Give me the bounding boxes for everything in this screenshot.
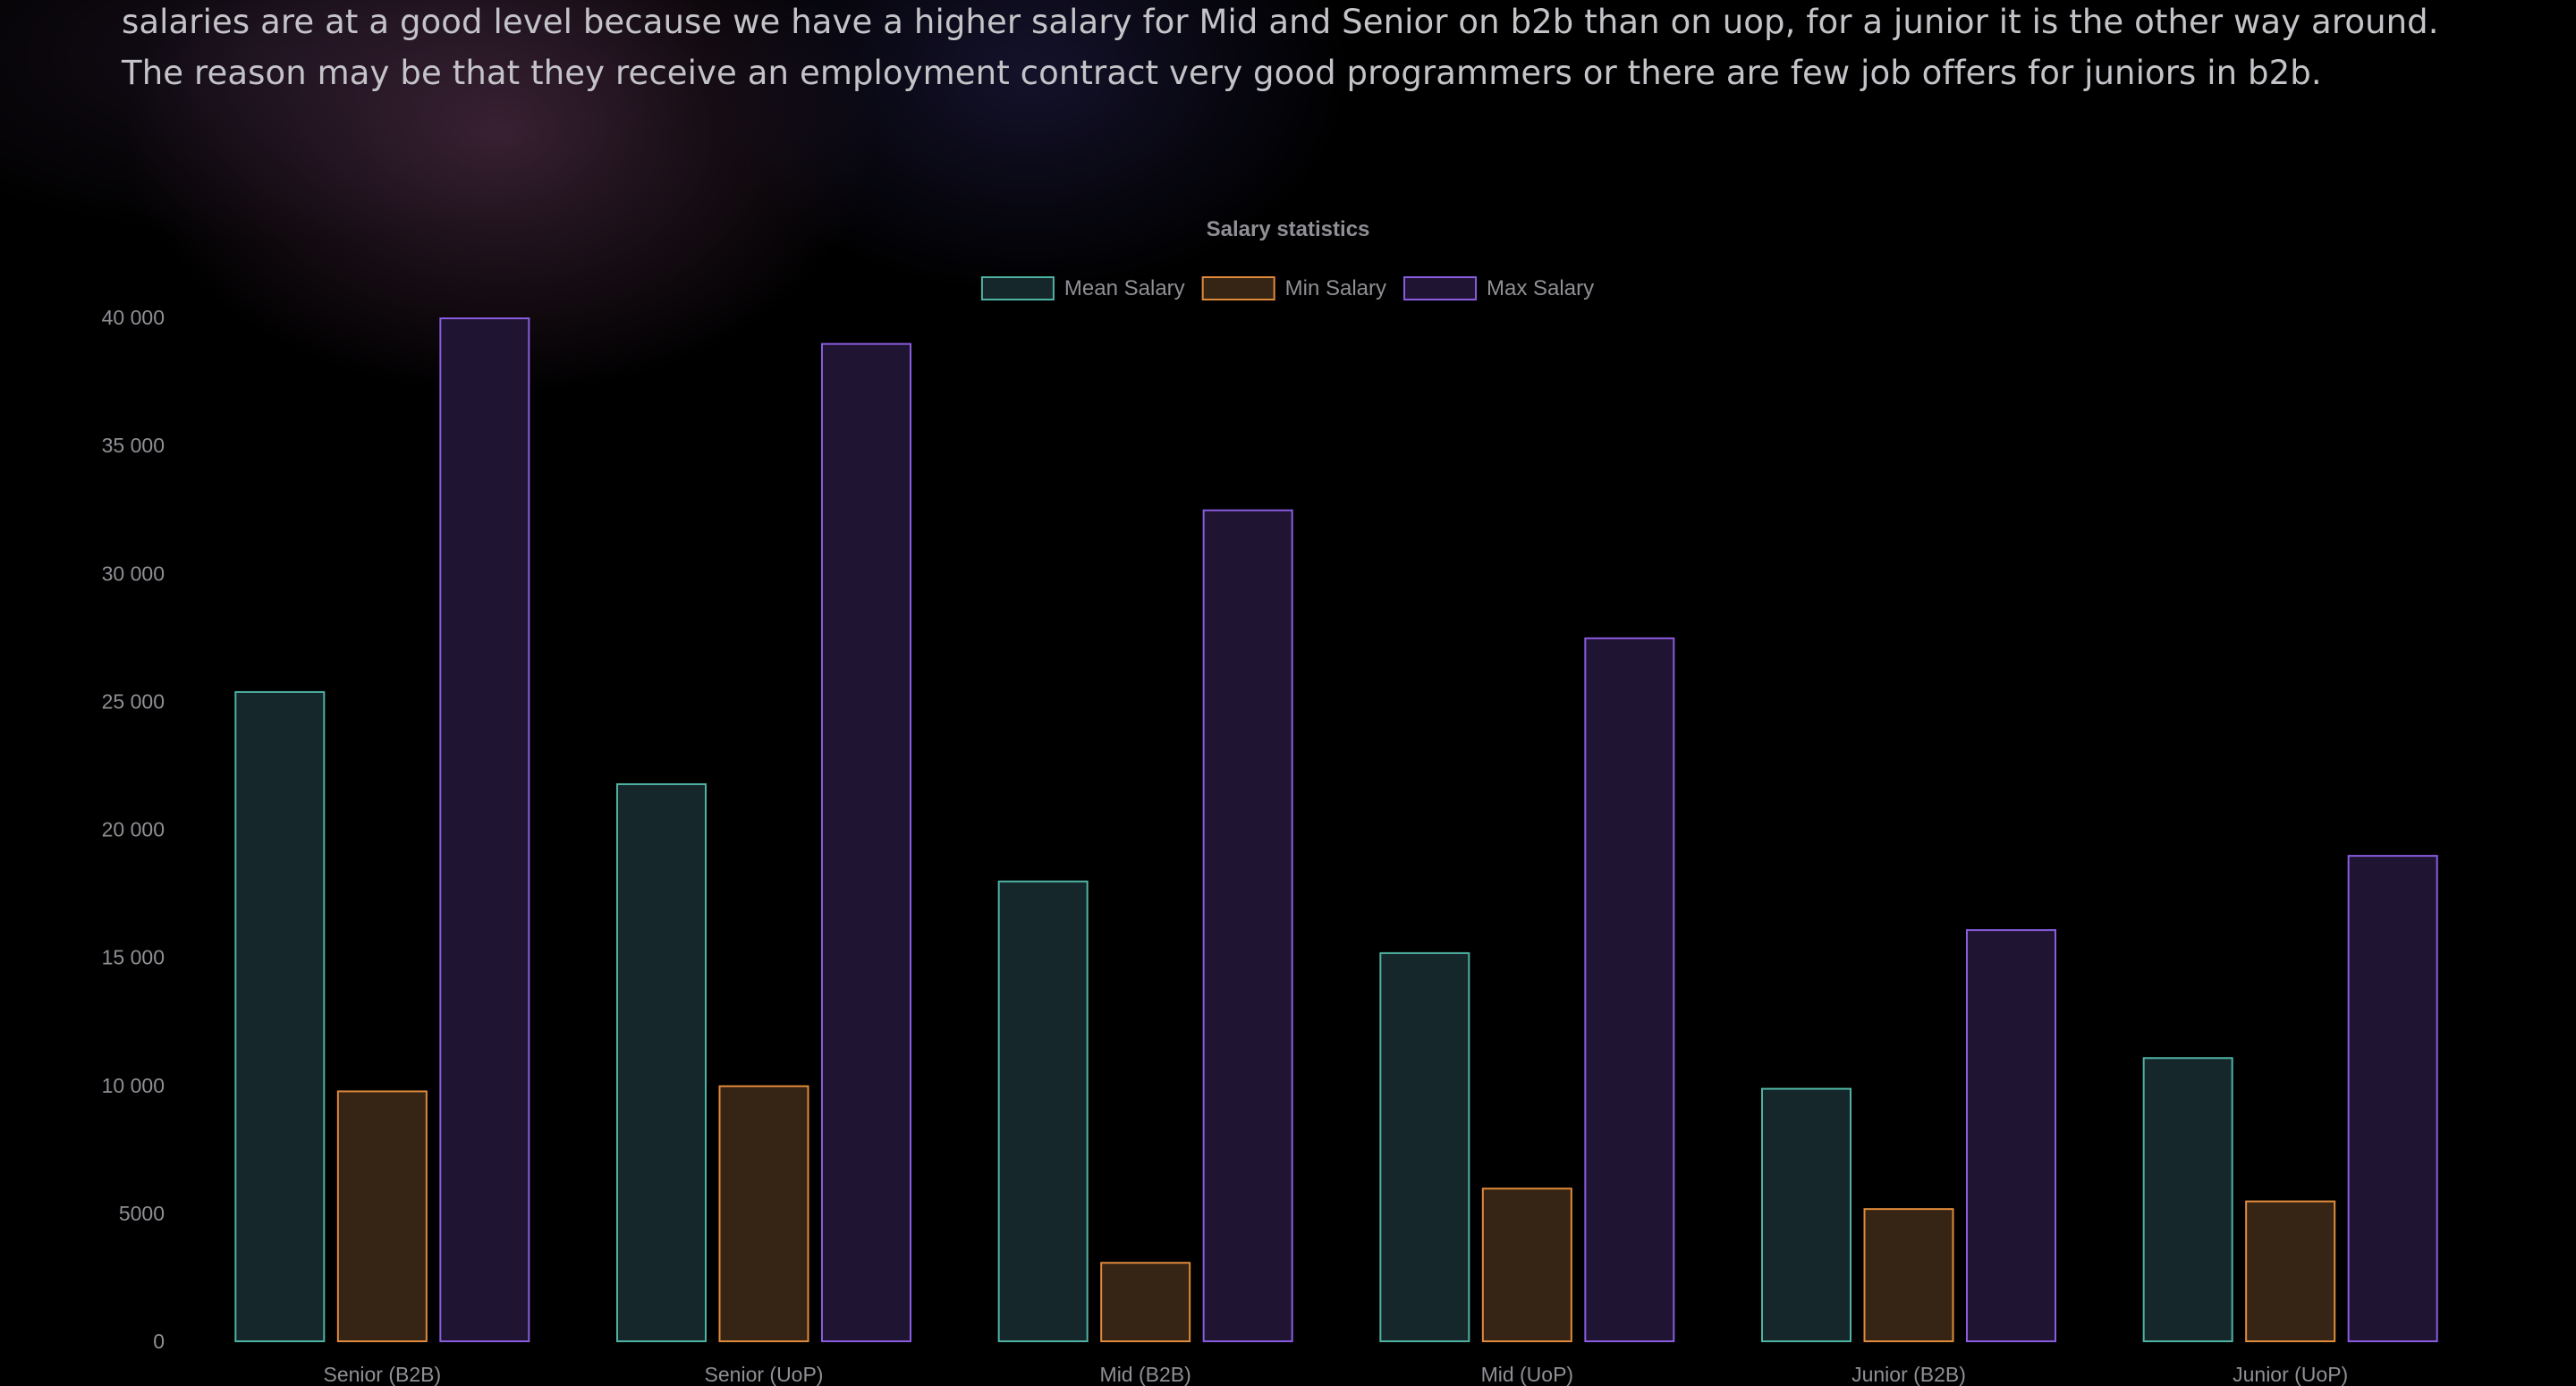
y-tick-label: 40 000 bbox=[102, 306, 165, 329]
bar-min-salary[interactable] bbox=[336, 1090, 428, 1342]
bar-min-salary[interactable] bbox=[718, 1085, 809, 1342]
bar-max-salary[interactable] bbox=[1966, 929, 2056, 1342]
legend-label[interactable]: Max Salary bbox=[1487, 276, 1594, 300]
legend-swatch[interactable] bbox=[980, 276, 1055, 300]
x-tick-label: Mid (UoP) bbox=[1481, 1363, 1574, 1386]
y-tick-label: 0 bbox=[153, 1330, 165, 1353]
bar-mean-salary[interactable] bbox=[1379, 951, 1470, 1343]
x-tick-label: Senior (B2B) bbox=[323, 1363, 441, 1386]
bar-min-salary[interactable] bbox=[1481, 1187, 1572, 1342]
chart-legend: Mean Salary Min Salary Max Salary bbox=[980, 276, 1594, 300]
x-tick-label: Senior (UoP) bbox=[705, 1363, 824, 1386]
bar-mean-salary[interactable] bbox=[616, 782, 707, 1342]
legend-label[interactable]: Min Salary bbox=[1285, 276, 1386, 300]
bar-min-salary[interactable] bbox=[1100, 1262, 1191, 1342]
bar-min-salary[interactable] bbox=[1863, 1208, 1954, 1343]
bar-max-salary[interactable] bbox=[1202, 509, 1293, 1342]
chart-title: Salary statistics bbox=[1207, 217, 1370, 241]
bar-mean-salary[interactable] bbox=[2142, 1057, 2233, 1342]
y-tick-label: 30 000 bbox=[102, 562, 165, 585]
x-tick-label: Mid (B2B) bbox=[1100, 1363, 1191, 1386]
y-tick-label: 15 000 bbox=[102, 946, 165, 969]
bar-max-salary[interactable] bbox=[2347, 855, 2438, 1342]
legend-swatch[interactable] bbox=[1201, 276, 1275, 300]
bar-min-salary[interactable] bbox=[2245, 1200, 2336, 1342]
legend-swatch[interactable] bbox=[1403, 276, 1478, 300]
y-tick-label: 5000 bbox=[119, 1202, 165, 1225]
bar-mean-salary[interactable] bbox=[997, 880, 1089, 1342]
y-tick-label: 25 000 bbox=[102, 689, 165, 713]
x-axis: Senior (B2B) Senior (UoP) Mid (B2B) Mid (Uo… bbox=[323, 1363, 2348, 1386]
y-axis: 0 5000 10 000 15 000 20 000 25 000 30 000 35 00… bbox=[102, 306, 165, 1353]
y-tick-label: 35 000 bbox=[102, 434, 165, 457]
x-tick-label: Junior (B2B) bbox=[1852, 1363, 1966, 1386]
bar-max-salary[interactable] bbox=[439, 317, 530, 1342]
x-tick-label: Junior (UoP) bbox=[2233, 1363, 2348, 1386]
bar-max-salary[interactable] bbox=[821, 342, 911, 1342]
bar-mean-salary[interactable] bbox=[234, 690, 326, 1342]
bars-group bbox=[234, 317, 2438, 1343]
intro-paragraph: salaries are at a good level because we … bbox=[122, 3, 2439, 92]
y-tick-label: 20 000 bbox=[102, 818, 165, 841]
y-tick-label: 10 000 bbox=[102, 1074, 165, 1097]
bar-mean-salary[interactable] bbox=[1761, 1087, 1852, 1343]
legend-label[interactable]: Mean Salary bbox=[1064, 276, 1185, 300]
bar-max-salary[interactable] bbox=[1584, 637, 1675, 1342]
